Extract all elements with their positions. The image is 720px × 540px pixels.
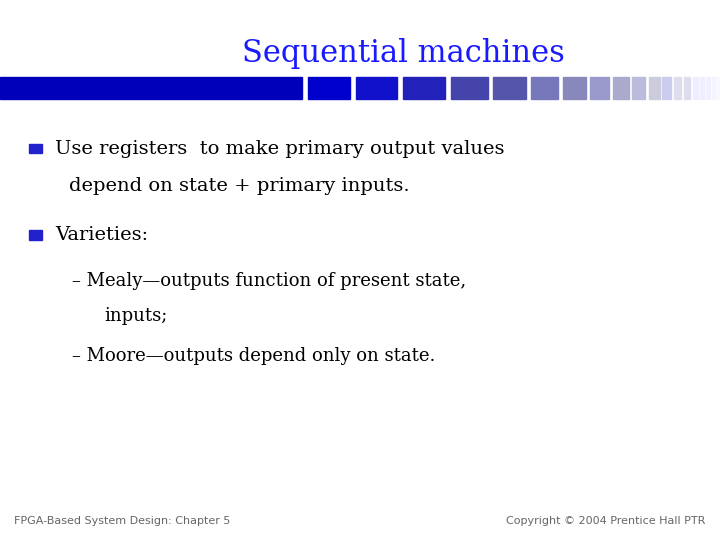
Bar bbox=[700, 77, 704, 99]
Text: depend on state + primary inputs.: depend on state + primary inputs. bbox=[69, 177, 410, 195]
Bar bbox=[451, 77, 488, 99]
Bar bbox=[662, 77, 671, 99]
Bar bbox=[308, 77, 350, 99]
Text: – Mealy—outputs function of present state,: – Mealy—outputs function of present stat… bbox=[72, 272, 466, 290]
Text: FPGA-Based System Design: Chapter 5: FPGA-Based System Design: Chapter 5 bbox=[14, 516, 231, 526]
Bar bbox=[0, 77, 302, 99]
Bar bbox=[590, 77, 609, 99]
Bar bbox=[493, 77, 526, 99]
Bar bbox=[693, 77, 698, 99]
Text: Copyright © 2004 Prentice Hall PTR: Copyright © 2004 Prentice Hall PTR bbox=[506, 516, 706, 526]
Bar bbox=[712, 77, 715, 99]
Bar bbox=[649, 77, 660, 99]
Bar bbox=[674, 77, 681, 99]
Bar bbox=[716, 77, 720, 99]
Bar bbox=[632, 77, 645, 99]
Bar bbox=[29, 144, 42, 153]
Bar bbox=[531, 77, 558, 99]
Bar bbox=[29, 230, 42, 240]
Text: – Moore—outputs depend only on state.: – Moore—outputs depend only on state. bbox=[72, 347, 436, 366]
Bar bbox=[563, 77, 586, 99]
Text: inputs;: inputs; bbox=[104, 307, 168, 325]
Bar bbox=[613, 77, 629, 99]
Text: Varieties:: Varieties: bbox=[55, 226, 148, 244]
Bar bbox=[356, 77, 397, 99]
Bar bbox=[403, 77, 445, 99]
Text: Use registers  to make primary output values: Use registers to make primary output val… bbox=[55, 139, 504, 158]
Text: Sequential machines: Sequential machines bbox=[242, 38, 564, 69]
Bar bbox=[706, 77, 710, 99]
Bar bbox=[684, 77, 690, 99]
